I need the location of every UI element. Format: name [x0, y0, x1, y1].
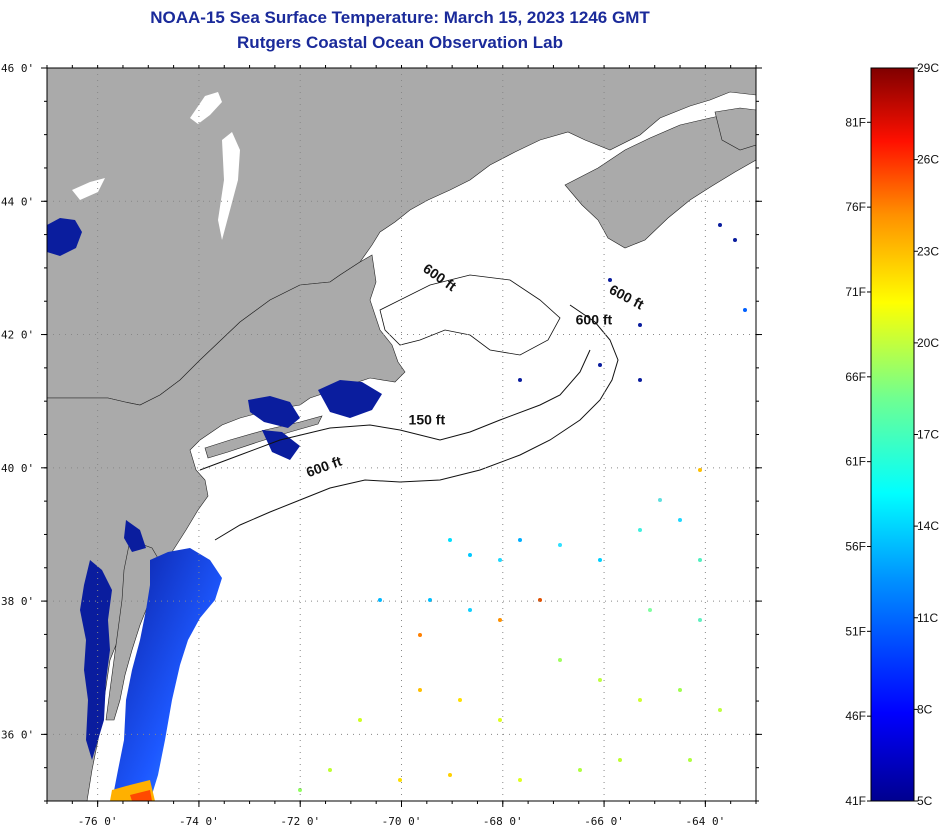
map-title: NOAA-15 Sea Surface Temperature: March 1…	[150, 8, 650, 27]
colorbar-celsius-label: 8C	[917, 702, 933, 716]
colorbar-celsius-label: 29C	[917, 61, 939, 75]
lake-white	[72, 178, 105, 200]
lake-white	[218, 132, 240, 240]
sst-pixels	[298, 223, 747, 792]
colorbar-celsius-label: 26C	[917, 153, 939, 167]
colorbar-celsius-label: 17C	[917, 428, 939, 442]
axis-ticks: 46 0' 44 0' 42 0' 40 0' 38 0' 36 0' -76 0' -74 …	[1, 62, 762, 828]
lon-label: -68 0'	[483, 815, 523, 828]
delaware-bay	[124, 520, 146, 552]
colorbar-fahrenheit-label: 56F	[845, 539, 866, 553]
contour-150ft	[199, 349, 591, 471]
colorbar-celsius-label: 11C	[917, 611, 938, 625]
shelf-cold-water	[112, 548, 222, 801]
colorbar-gradient	[870, 67, 915, 802]
lon-label: -66 0'	[584, 815, 624, 828]
cold-patch	[248, 396, 300, 428]
colorbar-celsius-label: 23C	[917, 244, 939, 258]
cold-patch	[262, 430, 300, 460]
colorbar-fahrenheit-label: 81F	[845, 115, 866, 129]
lake-white	[190, 92, 222, 124]
lat-label: 38 0'	[1, 595, 34, 608]
colorbar-fahrenheit-label: 46F	[845, 709, 866, 723]
lat-label: 42 0'	[1, 329, 34, 342]
land-cape-breton	[714, 107, 756, 151]
lat-label: 46 0'	[1, 62, 34, 75]
chesapeake-bay	[80, 560, 112, 760]
contour-label: 150 ft	[409, 412, 446, 428]
colorbar-fahrenheit-label: 61F	[845, 455, 866, 469]
colorbar-fahrenheit-label: 51F	[845, 624, 866, 638]
contour-600ft-shelf	[214, 304, 619, 541]
colorbar-fahrenheit-label: 66F	[845, 370, 866, 384]
lon-label: -74 0'	[179, 815, 219, 828]
warm-water-south	[130, 790, 152, 801]
colorbar-celsius-label: 20C	[917, 336, 939, 350]
lon-label: -76 0'	[78, 815, 118, 828]
contour-gulf-maine	[379, 274, 561, 356]
lat-label: 36 0'	[1, 728, 34, 741]
graticule	[47, 68, 756, 801]
colorbar-celsius-label: 5C	[917, 794, 933, 808]
land-nova-scotia	[564, 111, 756, 249]
cold-patch	[318, 380, 382, 418]
land-long-island	[204, 415, 323, 459]
colorbar-celsius-label: 14C	[917, 519, 939, 533]
colorbar-fahrenheit-label: 76F	[845, 200, 866, 214]
lon-label: -72 0'	[280, 815, 320, 828]
colorbar: 29C 26C 23C 20C 17C 14C 11C 8C 5C 81F 76F 71F 66F 61F…	[845, 61, 939, 808]
map-subtitle: Rutgers Coastal Ocean Observation Lab	[237, 33, 563, 52]
lake-champlain	[47, 218, 82, 256]
lat-label: 44 0'	[1, 195, 34, 208]
lat-label: 40 0'	[1, 462, 34, 475]
colorbar-fahrenheit-label: 71F	[845, 285, 866, 299]
colorbar-fahrenheit-label: 41F	[845, 794, 866, 808]
lon-label: -70 0'	[382, 815, 422, 828]
contour-label: 600 ft	[576, 312, 613, 328]
lon-label: -64 0'	[685, 815, 725, 828]
